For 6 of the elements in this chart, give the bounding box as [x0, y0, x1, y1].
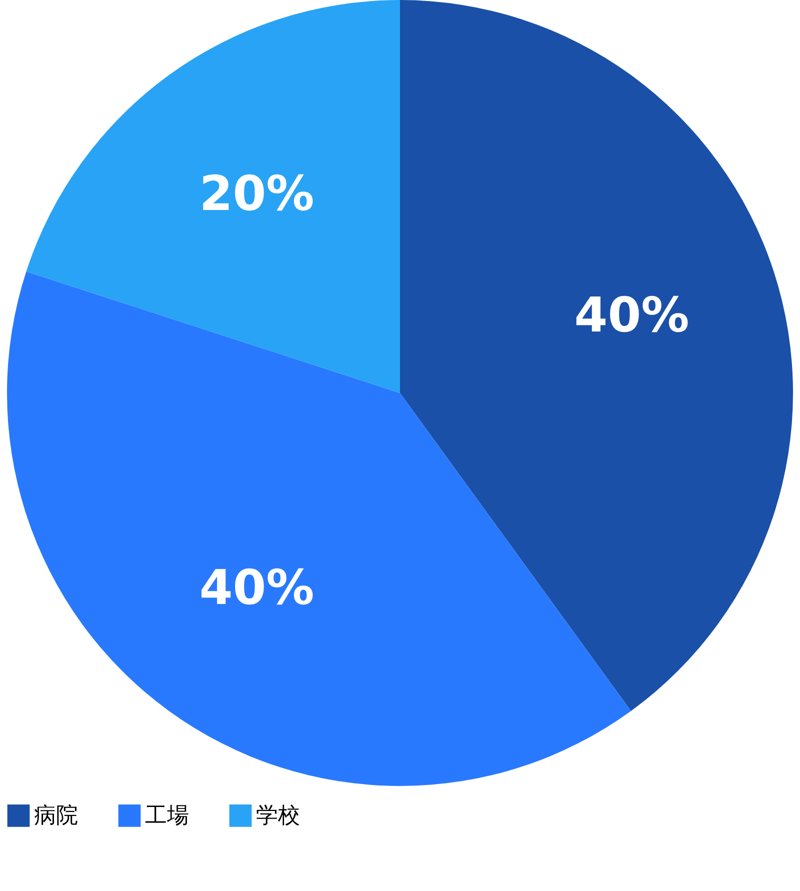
- data-label: 40%: [199, 560, 314, 616]
- data-label: 40%: [574, 288, 690, 344]
- legend-label: 学校: [256, 804, 300, 829]
- data-label: 20%: [199, 166, 314, 222]
- legend-label: 病院: [34, 804, 78, 829]
- legend-label: 工場: [145, 804, 189, 829]
